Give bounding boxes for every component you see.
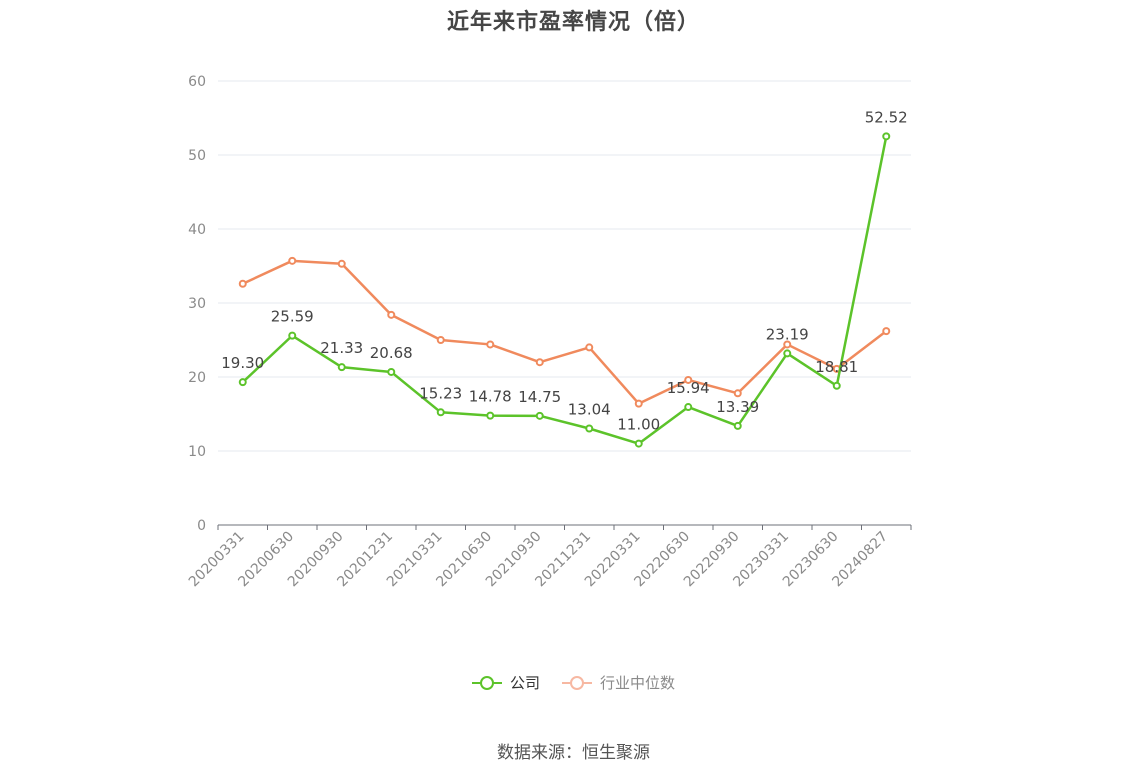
company-point[interactable]	[684, 403, 693, 412]
company-data-label: 14.75	[518, 388, 561, 406]
data-source-note: 数据来源：恒生聚源	[497, 743, 650, 763]
company-point[interactable]	[733, 421, 742, 430]
company-data-label: 23.19	[766, 325, 809, 343]
industry-point[interactable]	[337, 259, 346, 268]
y-tick-label: 10	[188, 444, 206, 460]
industry-point[interactable]	[288, 256, 297, 265]
legend-label-company: 公司	[509, 674, 540, 692]
industry-point[interactable]	[535, 358, 544, 367]
company-point[interactable]	[436, 408, 445, 417]
chart-title: 近年来市盈率情况（倍）	[446, 10, 700, 35]
company-point[interactable]	[288, 331, 297, 340]
company-data-label: 25.59	[271, 308, 314, 326]
company-data-label: 13.04	[568, 401, 611, 419]
company-data-label: 11.00	[617, 416, 660, 434]
data-labels: 19.30 25.59 21.33 20.68 15.23 14.78 14.75 13.04…	[221, 108, 907, 433]
industry-point[interactable]	[436, 336, 445, 344]
y-tick-label: 30	[188, 296, 206, 312]
industry-point[interactable]	[783, 340, 792, 349]
industry-point[interactable]	[684, 375, 693, 384]
company-point[interactable]	[634, 439, 643, 448]
y-tick-label: 20	[188, 370, 206, 386]
x-axis: 2020033120200630202009302020123120210331…	[186, 524, 912, 590]
company-data-label: 14.78	[469, 388, 512, 406]
y-tick-label: 40	[188, 222, 206, 238]
legend-marker-industry-icon	[562, 675, 592, 691]
company-point[interactable]	[783, 349, 792, 358]
chart-legend: 公司 行业中位数	[0, 672, 1147, 693]
industry-point[interactable]	[585, 343, 594, 352]
industry-point[interactable]	[733, 389, 742, 398]
series-lines	[238, 132, 891, 448]
company-data-label: 52.52	[865, 108, 908, 126]
industry-point[interactable]	[882, 327, 891, 336]
company-data-label: 20.68	[370, 344, 413, 362]
company-point[interactable]	[486, 411, 495, 420]
pe-ratio-line-chart: 0 10 20 30 40 50 60 20200331202006302020093020…	[186, 74, 912, 590]
industry-series-line	[242, 259, 888, 405]
y-axis: 0 10 20 30 40 50 60	[188, 74, 206, 534]
company-point[interactable]	[337, 363, 346, 372]
industry-point[interactable]	[238, 279, 247, 288]
company-data-label: 13.39	[716, 398, 759, 416]
company-series-line	[241, 136, 888, 445]
industry-point[interactable]	[486, 340, 495, 349]
company-data-label: 21.33	[320, 339, 363, 357]
company-data-label: 19.30	[221, 354, 264, 372]
y-tick-label: 50	[188, 148, 206, 164]
company-point[interactable]	[238, 378, 247, 387]
industry-point[interactable]	[387, 310, 396, 319]
legend-marker-company-icon	[471, 675, 502, 691]
company-point[interactable]	[585, 424, 594, 433]
legend-item-industry[interactable]: 行业中位数	[562, 672, 675, 693]
company-point[interactable]	[882, 132, 891, 141]
industry-point[interactable]	[634, 399, 643, 408]
company-point[interactable]	[535, 411, 544, 420]
y-tick-label: 60	[188, 74, 206, 90]
company-point[interactable]	[832, 381, 841, 390]
company-data-label: 18.81	[815, 358, 858, 376]
legend-label-industry: 行业中位数	[600, 674, 676, 692]
legend-item-company[interactable]: 公司	[471, 672, 540, 693]
company-data-label: 15.23	[419, 384, 462, 402]
company-point[interactable]	[387, 367, 396, 376]
y-tick-label: 0	[197, 518, 206, 534]
grid-lines	[218, 80, 911, 452]
company-data-label: 15.94	[667, 379, 710, 397]
